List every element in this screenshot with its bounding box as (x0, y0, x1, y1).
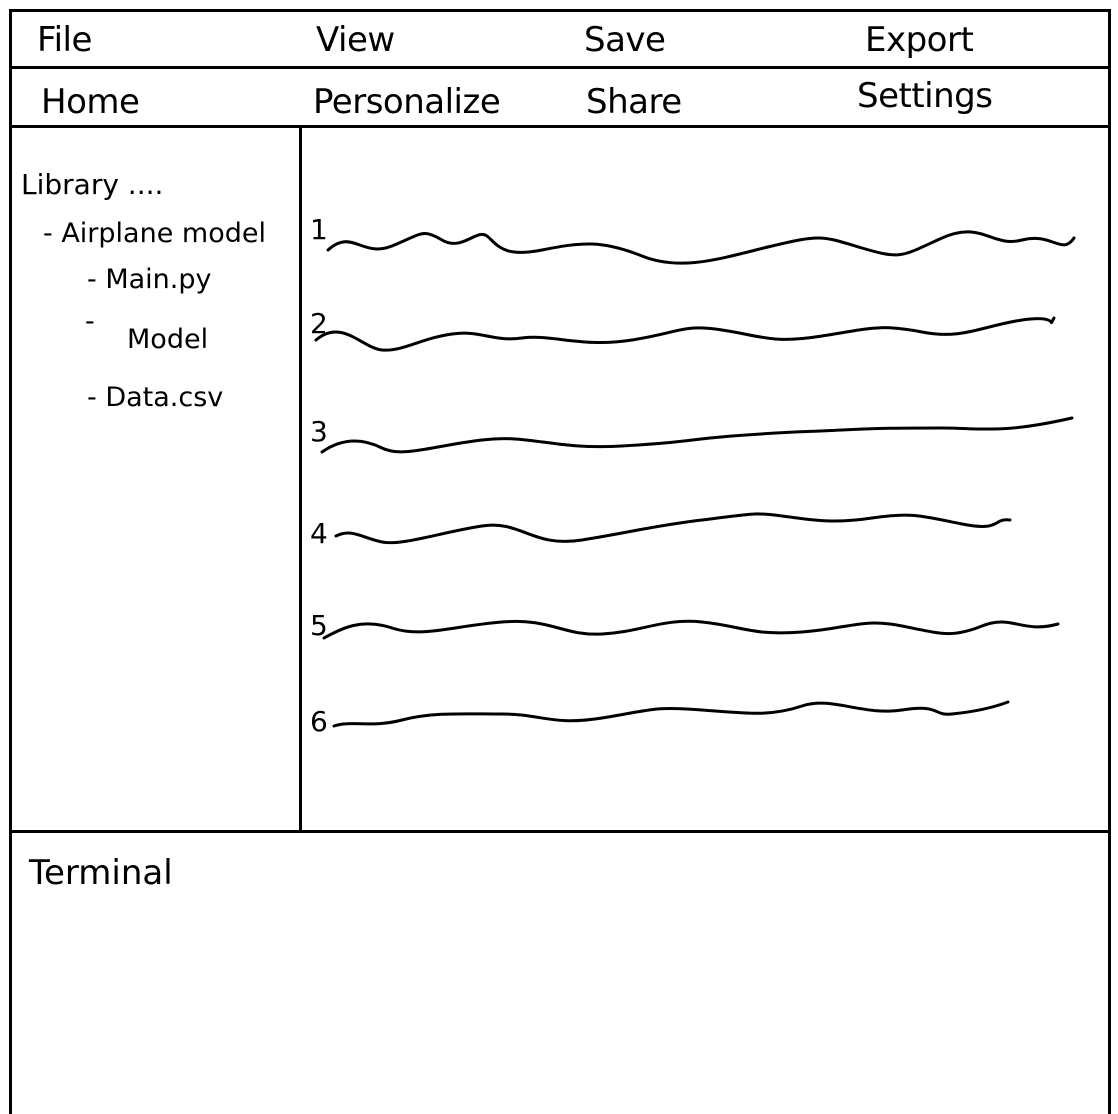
tab-share[interactable]: Share (586, 82, 682, 122)
code-editor[interactable]: 1 2 3 4 5 6 (302, 128, 1111, 832)
line-number: 2 (310, 307, 328, 340)
app-window-frame (9, 9, 1111, 1114)
library-heading: Library .... (21, 168, 164, 201)
tab-bar: Home Personalize Share Settings (9, 69, 1111, 128)
tree-item-model[interactable]: Model (127, 324, 209, 355)
line-number: 3 (310, 415, 328, 448)
menu-item-view[interactable]: View (316, 20, 395, 60)
terminal-heading: Terminal (29, 853, 173, 893)
line-number: 5 (310, 609, 328, 642)
menu-item-save[interactable]: Save (584, 20, 666, 60)
code-line-1 (326, 230, 1076, 265)
tree-item-data-csv[interactable]: - Data.csv (87, 382, 224, 413)
menu-item-export[interactable]: Export (865, 20, 974, 60)
tab-settings[interactable]: Settings (857, 76, 993, 116)
tab-home[interactable]: Home (41, 82, 140, 122)
line-number: 1 (310, 213, 328, 246)
code-line-2 (314, 316, 1056, 352)
line-number: 4 (310, 517, 328, 550)
code-line-5 (322, 619, 1060, 640)
menu-bar: File View Save Export (9, 9, 1111, 69)
menu-item-file[interactable]: File (37, 20, 92, 60)
file-library-sidebar: Library .... - Airplane model - Main.py … (9, 128, 302, 832)
code-line-4 (334, 512, 1012, 545)
code-line-scribbles (314, 230, 1076, 728)
tree-item-airplane-model[interactable]: - Airplane model (43, 218, 266, 249)
code-line-6 (332, 700, 1010, 728)
line-number: 6 (310, 705, 328, 738)
tree-item-model-dash: - (85, 306, 95, 337)
tree-item-main-py[interactable]: - Main.py (87, 264, 212, 295)
tab-personalize[interactable]: Personalize (313, 82, 501, 122)
code-line-3 (320, 416, 1074, 454)
terminal-panel[interactable]: Terminal (9, 830, 1111, 1114)
